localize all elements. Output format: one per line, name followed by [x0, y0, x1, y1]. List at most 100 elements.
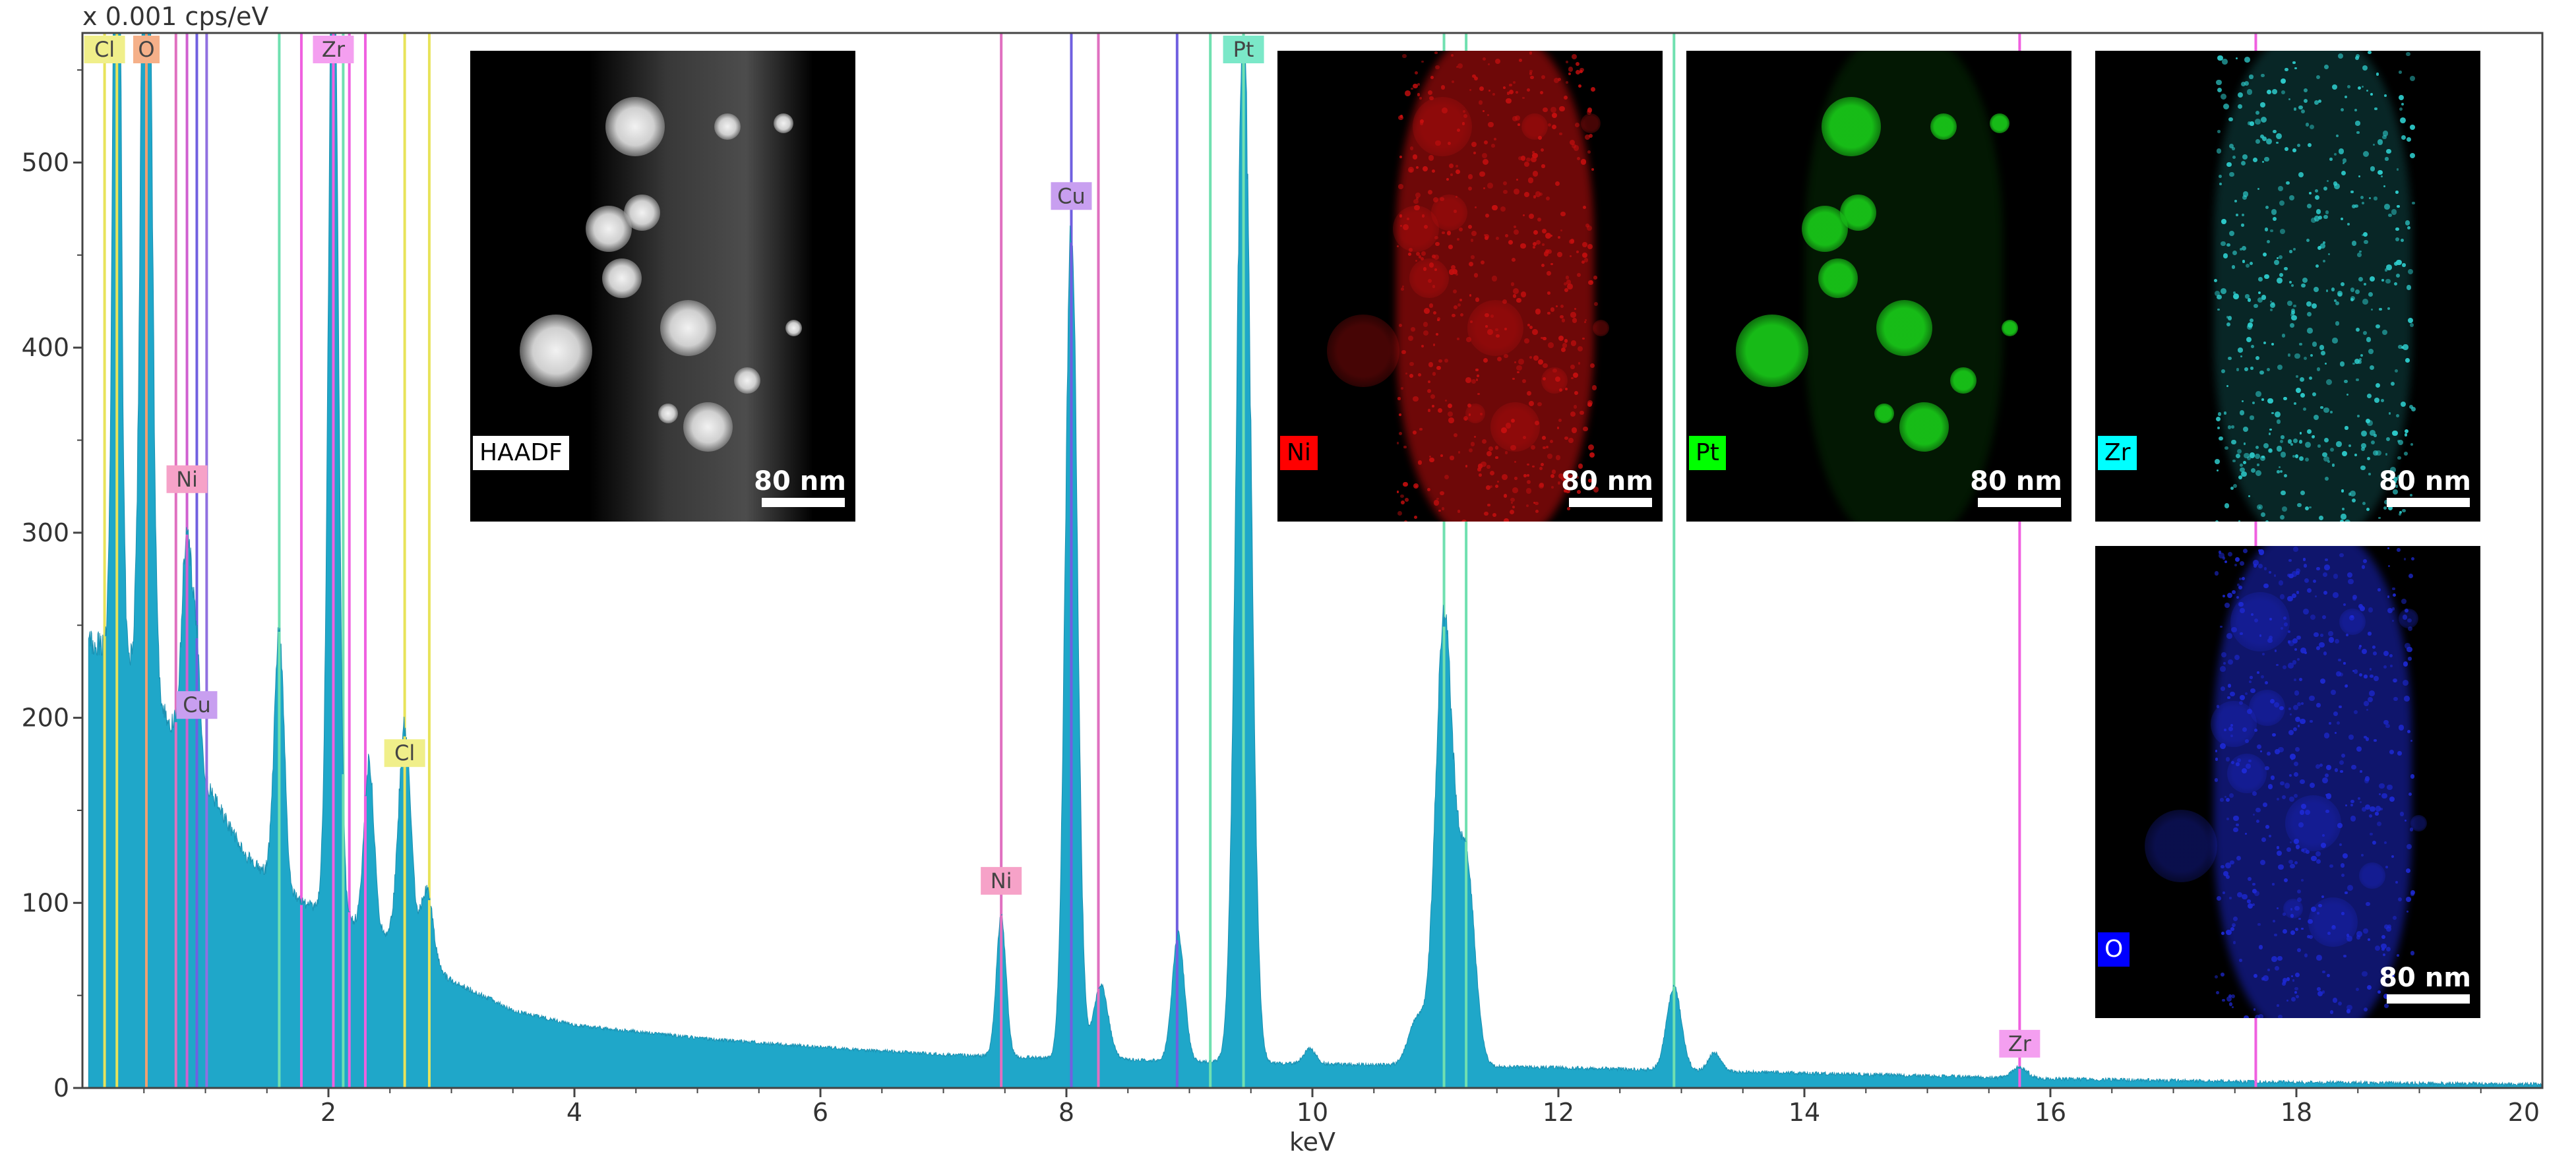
- peak-label-cl: Cl: [384, 739, 425, 768]
- o-signal-dot: [2375, 805, 2381, 812]
- ni-signal-dot: [1535, 239, 1541, 245]
- o-signal-dot: [2218, 551, 2222, 554]
- ni-signal-dot: [1535, 509, 1539, 513]
- o-signal-dot: [2286, 1000, 2289, 1002]
- o-signal-dot: [2277, 846, 2280, 849]
- ni-signal-dot: [1483, 57, 1487, 61]
- o-signal-dot: [2254, 890, 2259, 896]
- ni-signal-dot: [1488, 121, 1494, 128]
- o-signal-dot: [2231, 626, 2237, 632]
- o-signal-dot: [2220, 666, 2226, 673]
- zr-signal-dot: [2269, 308, 2273, 312]
- o-signal-dot: [2339, 760, 2344, 765]
- o-particle-signal: [2211, 701, 2257, 747]
- zr-signal-dot: [2393, 477, 2399, 482]
- ni-signal-dot: [1435, 333, 1438, 336]
- zr-signal-dot: [2324, 363, 2327, 365]
- o-signal-dot: [2319, 642, 2325, 648]
- o-signal-dot: [2215, 991, 2219, 995]
- zr-signal-dot: [2250, 367, 2254, 370]
- zr-signal-dot: [2370, 430, 2376, 437]
- o-signal-dot: [2408, 657, 2412, 661]
- o-signal-dot: [2241, 768, 2247, 774]
- zr-signal-dot: [2265, 138, 2272, 144]
- o-signal-dot: [2337, 721, 2341, 725]
- ni-signal-dot: [1435, 65, 1440, 70]
- ni-signal-dot: [1587, 402, 1593, 407]
- zr-signal-dot: [2247, 324, 2252, 330]
- ni-signal-dot: [1438, 359, 1442, 363]
- o-signal-dot: [2255, 807, 2261, 813]
- ni-signal-dot: [1541, 336, 1543, 339]
- zr-signal-dot: [2241, 471, 2248, 477]
- ni-signal-dot: [1399, 214, 1403, 218]
- zr-signal-dot: [2310, 353, 2313, 357]
- ni-signal-dot: [1534, 501, 1539, 506]
- o-signal-dot: [2352, 594, 2358, 600]
- ni-signal-dot: [1409, 374, 1413, 378]
- ni-signal-dot: [1436, 497, 1439, 500]
- ni-signal-dot: [1555, 181, 1560, 187]
- zr-signal-dot: [2243, 426, 2249, 432]
- ni-signal-dot: [1421, 214, 1425, 218]
- ni-signal-dot: [1427, 488, 1431, 492]
- zr-signal-dot: [2236, 453, 2241, 458]
- o-signal-dot: [2402, 615, 2408, 620]
- o-signal-dot: [2257, 922, 2261, 926]
- zr-signal-dot: [2319, 345, 2325, 350]
- zr-signal-dot: [2330, 411, 2333, 414]
- o-signal-dot: [2391, 855, 2395, 858]
- ni-signal-dot: [1502, 86, 1506, 89]
- o-signal-dot: [2296, 717, 2300, 720]
- ni-signal-dot: [1411, 327, 1416, 332]
- o-signal-dot: [2352, 669, 2355, 673]
- ni-signal-dot: [1440, 454, 1443, 458]
- ni-signal-dot: [1456, 165, 1458, 167]
- zr-signal-dot: [2219, 436, 2223, 441]
- zr-signal-dot: [2411, 477, 2414, 481]
- ni-signal-dot: [1560, 211, 1566, 217]
- ni-signal-dot: [1526, 390, 1531, 396]
- zr-signal-dot: [2302, 407, 2306, 411]
- ni-signal-dot: [1462, 109, 1466, 113]
- o-signal-dot: [2369, 690, 2375, 697]
- o-signal-dot: [2295, 845, 2300, 849]
- o-signal-dot: [2276, 663, 2279, 666]
- zr-signal-dot: [2338, 293, 2342, 297]
- o-signal-dot: [2391, 619, 2394, 622]
- zr-signal-dot: [2388, 506, 2393, 511]
- zr-signal-dot: [2320, 406, 2323, 409]
- zr-signal-dot: [2339, 148, 2345, 154]
- ni-signal-dot: [1457, 510, 1461, 513]
- o-signal-dot: [2214, 571, 2219, 576]
- ni-signal-dot: [1455, 169, 1461, 175]
- o-signal-dot: [2231, 1006, 2234, 1009]
- ni-signal-dot: [1407, 252, 1411, 256]
- zr-signal-dot: [2361, 201, 2365, 205]
- zr-signal-dot: [2250, 121, 2254, 126]
- o-signal-dot: [2236, 823, 2239, 826]
- ni-signal-dot: [1407, 335, 1413, 341]
- zr-label: Zr: [2098, 436, 2137, 470]
- o-signal-dot: [2386, 947, 2391, 952]
- zr-signal-dot: [2275, 141, 2279, 144]
- zr-signal-dot: [2261, 136, 2267, 142]
- ni-signal-dot: [1584, 258, 1589, 262]
- o-signal-dot: [2350, 816, 2356, 822]
- zr-signal-dot: [2407, 268, 2413, 275]
- o-signal-dot: [2229, 897, 2232, 899]
- pt-particle-signal: [1990, 113, 2009, 133]
- o-signal-dot: [2238, 959, 2242, 962]
- zr-signal-dot: [2383, 94, 2387, 97]
- o-signal-dot: [2289, 841, 2292, 844]
- o-signal-dot: [2280, 626, 2284, 630]
- o-label: O: [2098, 932, 2130, 967]
- zr-signal-dot: [2240, 355, 2243, 358]
- ni-particle-signal: [1541, 367, 1568, 394]
- zr-signal-dot: [2410, 494, 2412, 497]
- x-tick-label: 18: [2281, 1098, 2312, 1127]
- zr-signal-dot: [2367, 394, 2372, 398]
- zr-signal-dot: [2236, 57, 2238, 60]
- o-signal-dot: [2223, 661, 2226, 665]
- zr-scale-text: 80 nm: [2379, 466, 2471, 497]
